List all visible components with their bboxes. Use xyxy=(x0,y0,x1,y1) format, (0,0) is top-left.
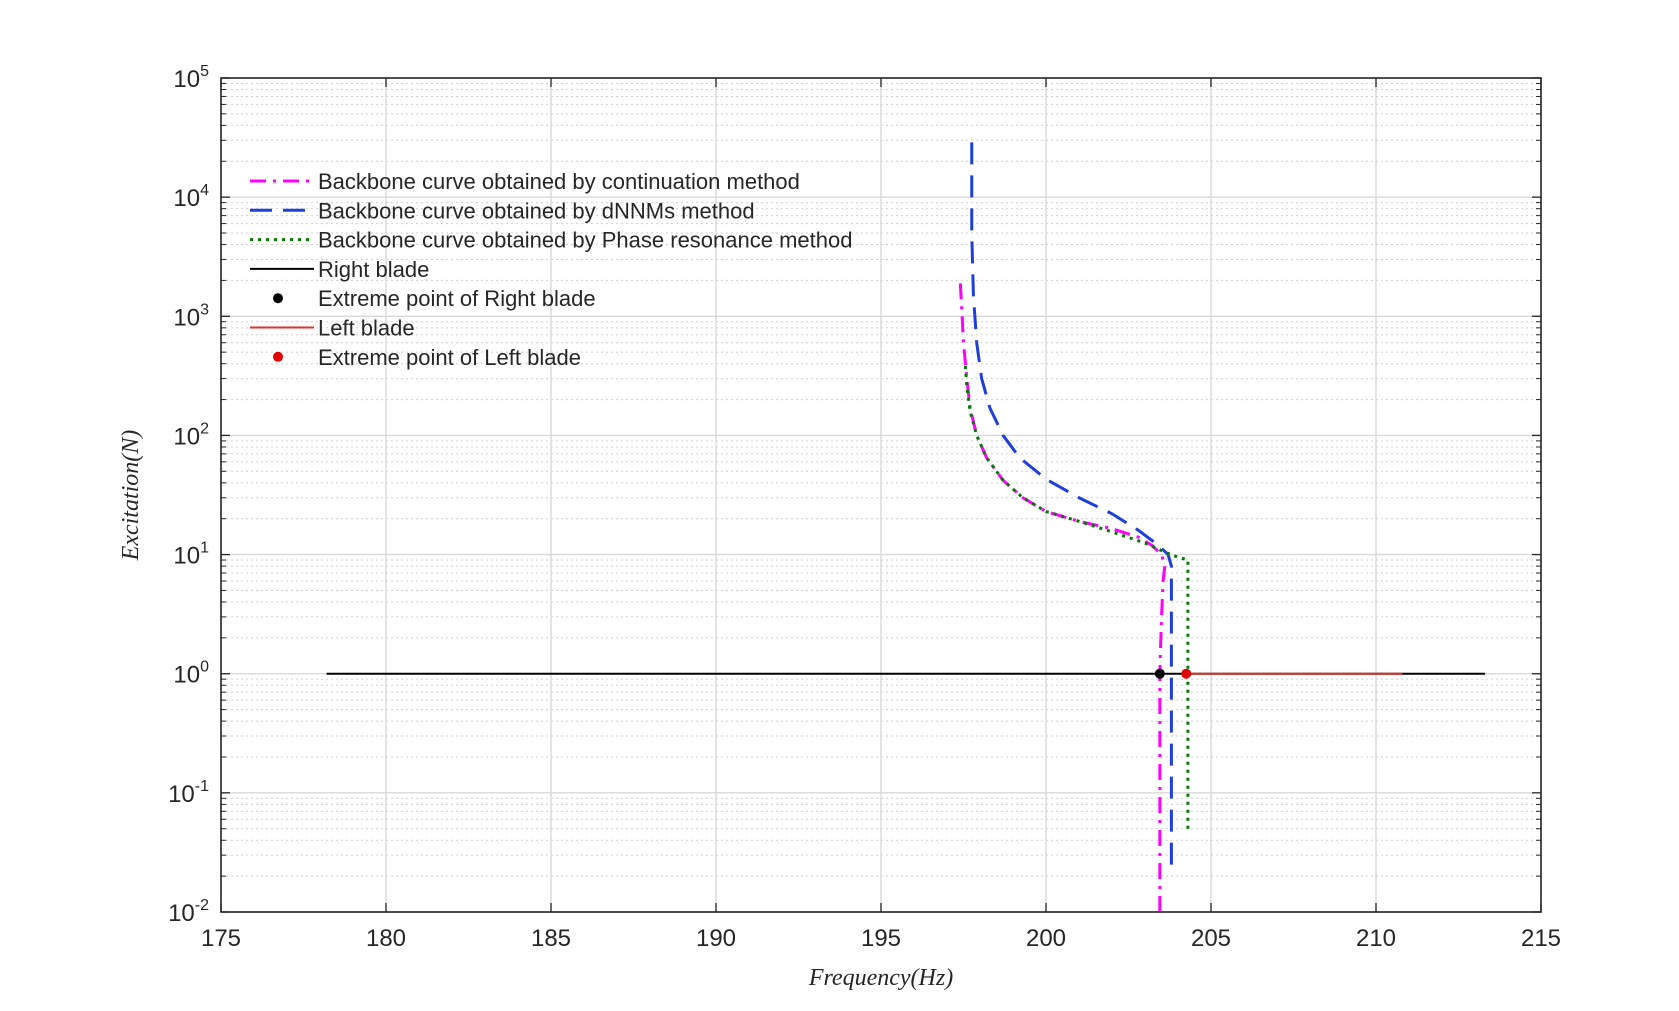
legend-label-6: Left blade xyxy=(318,316,415,341)
x-axis-label: Frequency(Hz) xyxy=(808,965,953,991)
y-axis-label: Excitation(N) xyxy=(118,430,144,562)
series-point-7 xyxy=(1181,668,1192,679)
series-line-2 xyxy=(970,135,1173,865)
y-tick-label: 105 xyxy=(173,63,209,93)
x-tick-label: 215 xyxy=(1521,925,1561,952)
legend-label-1: Backbone curve obtained by continuation … xyxy=(318,169,800,194)
legend-marker-5 xyxy=(273,293,283,304)
series-line-1 xyxy=(958,280,1167,912)
tick-labels: 175 180 185 190 195 200 205 210 215 10-2 10-1 100 10… xyxy=(168,63,1561,952)
series-point-5 xyxy=(1154,668,1165,679)
x-tick-label: 180 xyxy=(366,925,406,952)
legend: Backbone curve obtained by continuation … xyxy=(250,169,852,370)
grid xyxy=(220,77,1542,913)
y-tick-label: 10-2 xyxy=(168,897,209,927)
series-line-3 xyxy=(963,363,1190,829)
x-tick-label: 200 xyxy=(1026,925,1066,952)
legend-label-5: Extreme point of Right blade xyxy=(318,286,596,311)
x-tick-label: 175 xyxy=(201,925,241,952)
y-tick-label: 104 xyxy=(173,182,209,212)
legend-label-4: Right blade xyxy=(318,257,429,282)
legend-marker-7 xyxy=(273,351,283,362)
y-tick-label: 102 xyxy=(173,420,209,450)
x-tick-label: 185 xyxy=(531,925,571,952)
axes xyxy=(220,77,1542,913)
y-tick-label: 101 xyxy=(173,540,209,570)
x-tick-label: 195 xyxy=(861,925,901,952)
legend-label-3: Backbone curve obtained by Phase resonan… xyxy=(318,228,852,253)
legend-label-7: Extreme point of Left blade xyxy=(318,345,581,370)
y-tick-label: 100 xyxy=(173,659,209,689)
x-tick-label: 210 xyxy=(1356,925,1396,952)
y-tick-label: 103 xyxy=(173,301,209,331)
y-tick-label: 10-1 xyxy=(168,778,209,808)
x-tick-label: 205 xyxy=(1191,925,1231,952)
legend-label-2: Backbone curve obtained by dNNMs method xyxy=(318,198,755,223)
series-layer xyxy=(326,135,1485,912)
x-tick-label: 190 xyxy=(696,925,736,952)
